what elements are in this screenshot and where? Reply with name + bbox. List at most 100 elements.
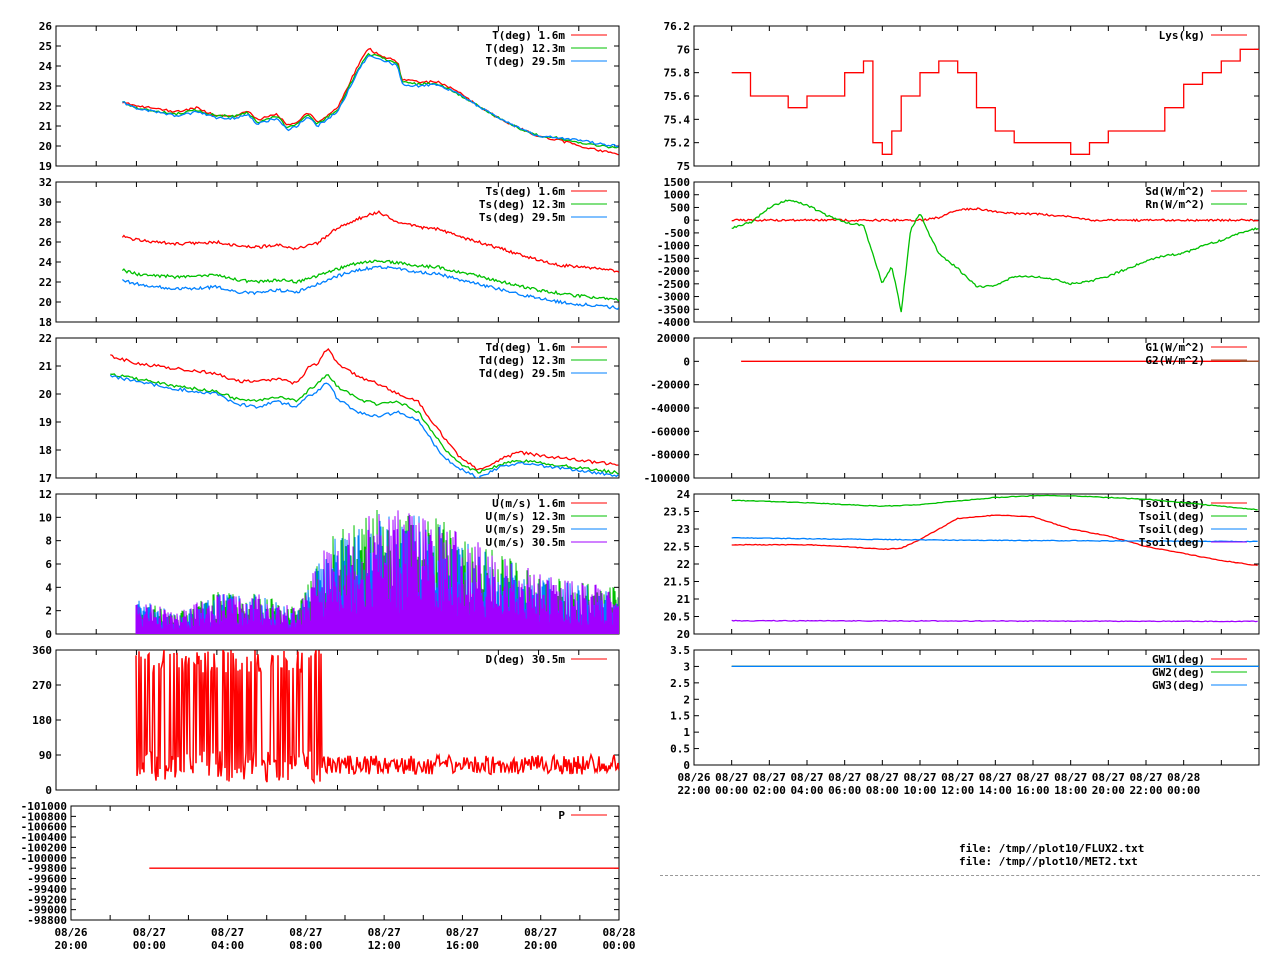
- x-tick-date: 08/27: [941, 771, 974, 784]
- y-tick-label: 23: [39, 80, 52, 93]
- y-tick-label: 22.5: [664, 541, 691, 554]
- y-tick-label: -99200: [27, 893, 67, 906]
- y-tick-label: -100000: [644, 472, 690, 485]
- x-tick-date: 08/28: [1167, 771, 1200, 784]
- x-tick-date: 08/27: [368, 926, 401, 939]
- y-tick-label: 25: [39, 40, 52, 53]
- y-tick-label: 500: [670, 201, 690, 214]
- x-tick-date: 08/27: [979, 771, 1012, 784]
- y-tick-label: -1500: [657, 252, 690, 265]
- y-tick-label: 2: [683, 693, 690, 706]
- legend-label: Ts(deg) 29.5m: [479, 211, 565, 224]
- chart-gw: 3.532.521.510.5008/2622:0008/2700:0008/2…: [670, 644, 1260, 797]
- x-tick-time: 12:00: [368, 939, 401, 952]
- y-tick-label: 1.5: [670, 710, 690, 723]
- y-tick-label: 22: [39, 332, 52, 345]
- legend-label: Tsoil(deg): [1139, 510, 1205, 523]
- y-tick-label: 22: [677, 558, 690, 571]
- y-tick-label: 24: [39, 60, 53, 73]
- legend-label: Rn(W/m^2): [1145, 198, 1205, 211]
- series-line: [122, 55, 619, 148]
- legend-label: Td(deg) 29.5m: [479, 367, 565, 380]
- x-tick-date: 08/27: [753, 771, 786, 784]
- y-tick-label: 90: [39, 749, 52, 762]
- legend-label: U(m/s) 30.5m: [486, 536, 566, 549]
- legend-label: T(deg) 1.6m: [492, 29, 565, 42]
- series-line: [731, 494, 1258, 511]
- y-tick-label: 1: [683, 726, 690, 739]
- y-tick-label: -99400: [27, 883, 67, 896]
- y-tick-label: 4: [45, 581, 52, 594]
- x-tick-time: 04:00: [211, 939, 244, 952]
- legend-label: P: [558, 809, 565, 822]
- x-tick-date: 08/27: [133, 926, 166, 939]
- y-tick-label: -1000: [657, 240, 690, 253]
- y-tick-label: 0: [683, 214, 690, 227]
- y-tick-label: -100000: [21, 852, 67, 865]
- y-tick-label: 0.5: [670, 743, 690, 756]
- y-tick-label: 75: [677, 160, 690, 173]
- x-tick-date: 08/27: [289, 926, 322, 939]
- y-tick-label: -3500: [657, 303, 690, 316]
- y-tick-label: 75.4: [664, 113, 691, 126]
- y-tick-label: 22: [39, 276, 52, 289]
- x-tick-time: 08:00: [289, 939, 322, 952]
- x-tick-date: 08/27: [524, 926, 557, 939]
- legend-label: Tsoil(deg): [1139, 523, 1205, 536]
- y-tick-label: 1500: [664, 176, 691, 189]
- file-label-met: file: /tmp//plot10/MET2.txt: [959, 855, 1138, 868]
- y-tick-label: 23: [677, 523, 690, 536]
- y-tick-label: -4000: [657, 316, 690, 329]
- chart-u: 12 10 8 6 4 2 0 U(m/s) 1.6mU(m/s) 12.3mU(m/s) 2…: [39, 488, 620, 641]
- x-tick-time: 08:00: [866, 784, 899, 797]
- legend-label: Tsoil(deg): [1139, 536, 1205, 549]
- x-tick-time: 20:00: [1092, 784, 1125, 797]
- x-tick-time: 20:00: [524, 939, 557, 952]
- series-line: [731, 619, 1258, 623]
- x-tick-date: 08/27: [1054, 771, 1087, 784]
- legend-label: Lys(kg): [1159, 29, 1205, 42]
- y-tick-label: 24: [677, 488, 691, 501]
- x-tick-date: 08/27: [903, 771, 936, 784]
- x-tick-time: 00:00: [133, 939, 166, 952]
- x-tick-date: 08/26: [54, 926, 87, 939]
- y-tick-label: 8: [45, 535, 52, 548]
- y-tick-label: 21.5: [664, 576, 691, 589]
- y-tick-label: 17: [39, 472, 52, 485]
- legend-label: Td(deg) 12.3m: [479, 354, 565, 367]
- y-tick-label: 10: [39, 511, 52, 524]
- y-tick-label: 20000: [657, 332, 690, 345]
- legend-label: T(deg) 12.3m: [486, 42, 566, 55]
- y-tick-label: -98800: [27, 914, 67, 927]
- y-tick-label: -2500: [657, 278, 690, 291]
- y-tick-label: -20000: [650, 379, 690, 392]
- chart-t: 26 25 24 23 22 21 20 19 T(deg) 1.6mT(deg) 12.3mT…: [39, 20, 620, 173]
- y-tick-label: 21: [677, 593, 691, 606]
- x-tick-time: 04:00: [790, 784, 823, 797]
- y-tick-label: -60000: [650, 425, 690, 438]
- series-line: [731, 536, 1258, 543]
- y-tick-label: -3000: [657, 291, 690, 304]
- x-tick-date: 08/27: [1092, 771, 1125, 784]
- y-tick-label: 75.2: [664, 137, 691, 150]
- x-tick-time: 14:00: [979, 784, 1012, 797]
- y-tick-label: 12: [39, 488, 52, 501]
- y-tick-label: 23.5: [664, 506, 691, 519]
- y-tick-label: 20: [677, 628, 690, 641]
- legend-label: U(m/s) 1.6m: [492, 497, 565, 510]
- series-line: [731, 514, 1258, 567]
- y-tick-label: 18: [39, 316, 52, 329]
- legend-label: GW2(deg): [1152, 666, 1205, 679]
- y-tick-label: -99800: [27, 862, 67, 875]
- x-tick-time: 20:00: [54, 939, 87, 952]
- y-tick-label: 19: [39, 160, 52, 173]
- y-tick-label: -80000: [650, 449, 690, 462]
- series-line: [109, 374, 619, 478]
- x-tick-time: 06:00: [828, 784, 861, 797]
- x-tick-time: 12:00: [941, 784, 974, 797]
- legend-label: Ts(deg) 1.6m: [486, 185, 566, 198]
- chart-lys: 76.2 76 75.8 75.6 75.4 75.2 75 Lys(kg): [664, 20, 1260, 173]
- legend-label: U(m/s) 29.5m: [486, 523, 566, 536]
